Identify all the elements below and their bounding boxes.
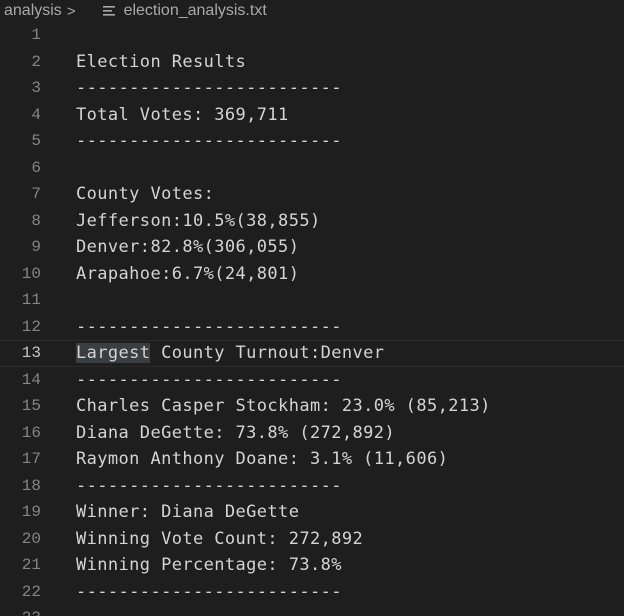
editor-line[interactable]: 12 ------------------------- [0,314,624,341]
line-number: 14 [21,370,41,389]
line-number: 8 [31,211,41,230]
line-number: 4 [31,105,41,124]
line-number: 13 [21,344,41,362]
current-editor-line[interactable]: 13 Largest County Turnout:Denver [0,340,624,367]
text-editor[interactable]: 1 2 Election Results 3 -------------------… [0,22,624,616]
editor-line[interactable]: 15 Charles Casper Stockham: 23.0% (85,213… [0,393,624,420]
line-text-rest: County Turnout:Denver [150,343,385,363]
editor-line[interactable]: 4 Total Votes: 369,711 [0,102,624,129]
line-number: 1 [31,26,41,44]
line-number: 19 [21,503,41,521]
line-number: 22 [21,582,41,601]
line-number: 3 [31,79,41,97]
editor-line[interactable]: 21 Winning Percentage: 73.8% [0,552,624,579]
line-text: ------------------------- [76,581,342,602]
editor-line[interactable]: 7 County Votes: [0,181,624,208]
line-number: 6 [31,158,41,177]
word-highlight: Largest [76,343,151,363]
editor-line[interactable]: 19 Winner: Diana DeGette [0,499,624,526]
line-text: ------------------------- [76,78,342,98]
line-text: Denver:82.8%(306,055) [76,237,300,257]
line-text: Largest County Turnout:Denver [76,341,384,366]
line-number: 18 [21,476,41,495]
line-text: ------------------------- [76,131,342,151]
line-number: 11 [21,291,41,309]
line-number: 17 [21,450,41,468]
line-text: County Votes: [76,184,215,204]
editor-line[interactable]: 8 Jefferson:10.5%(38,855) [0,208,624,235]
line-number: 12 [21,317,41,336]
editor-line[interactable]: 1 [0,22,624,49]
line-text: Total Votes: 369,711 [76,104,289,125]
editor-line[interactable]: 22 ------------------------- [0,579,624,606]
line-number: 20 [21,529,41,548]
editor-line[interactable]: 6 [0,155,624,182]
line-text: Winning Percentage: 73.8% [76,555,342,575]
breadcrumb-folder[interactable]: analysis [4,2,62,19]
line-text: Arapahoe:6.7%(24,801) [76,263,300,284]
line-number: 9 [31,238,41,256]
line-text: Winning Vote Count: 272,892 [76,528,364,549]
editor-line[interactable]: 16 Diana DeGette: 73.8% (272,892) [0,420,624,447]
breadcrumb-separator: > [66,2,76,20]
line-number: 5 [31,132,41,150]
line-number: 7 [31,185,41,203]
line-number: 10 [21,264,41,283]
editor-line[interactable]: 20 Winning Vote Count: 272,892 [0,526,624,553]
line-text: Charles Casper Stockham: 23.0% (85,213) [76,396,491,416]
breadcrumb-file[interactable]: election_analysis.txt [123,2,267,19]
editor-line[interactable]: 5 ------------------------- [0,128,624,155]
editor-line[interactable]: 2 Election Results [0,49,624,76]
editor-line[interactable]: 11 [0,287,624,314]
editor-line[interactable]: 9 Denver:82.8%(306,055) [0,234,624,261]
line-number: 23 [0,605,41,616]
line-number: 15 [21,397,41,415]
line-text: Raymon Anthony Doane: 3.1% (11,606) [76,449,449,469]
editor-line[interactable]: 18 ------------------------- [0,473,624,500]
editor-line[interactable]: 17 Raymon Anthony Doane: 3.1% (11,606) [0,446,624,473]
breadcrumb: analysis > election_analysis.txt [0,0,624,22]
editor-line[interactable]: 23 [0,605,624,616]
line-text: ------------------------- [76,475,342,496]
editor-line[interactable]: 14 ------------------------- [0,367,624,394]
text-file-icon [102,4,116,18]
editor-line[interactable]: 10 Arapahoe:6.7%(24,801) [0,261,624,288]
editor-line[interactable]: 3 ------------------------- [0,75,624,102]
line-text: Diana DeGette: 73.8% (272,892) [76,422,396,443]
line-text: Jefferson:10.5%(38,855) [76,210,321,231]
line-number: 2 [31,52,41,71]
line-number: 16 [21,423,41,442]
line-text: ------------------------- [76,316,342,337]
line-text: ------------------------- [76,369,342,390]
line-number: 21 [21,556,41,574]
line-text: Election Results [76,51,247,72]
line-text: Winner: Diana DeGette [76,502,300,522]
